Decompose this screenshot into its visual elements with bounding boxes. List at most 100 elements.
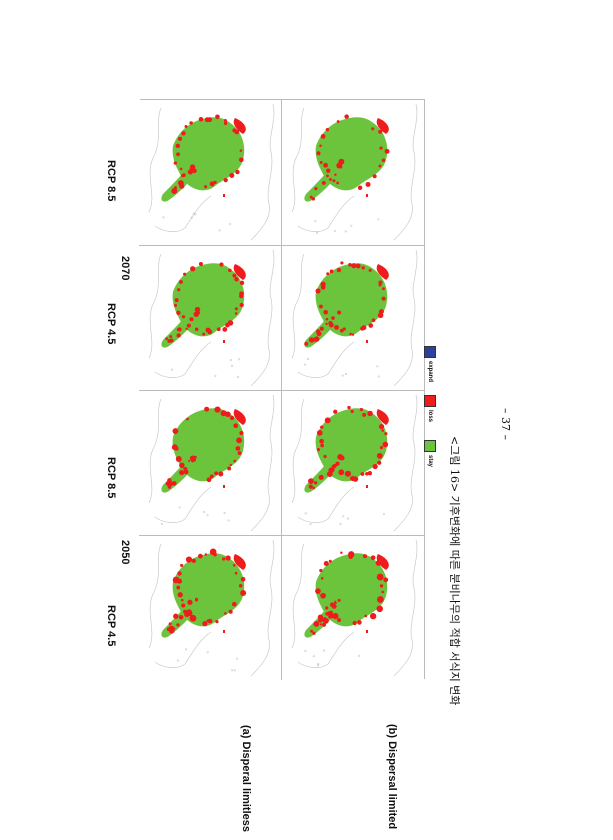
coastline [291,394,418,532]
loss-patch [381,296,386,301]
loss-patch [365,472,369,476]
loss-patch [376,409,389,425]
loss-patch [314,336,318,341]
loss-patch [177,571,182,576]
map-panel [282,245,424,390]
loss-patch [223,177,228,183]
loss-patch [234,276,239,282]
island-outline [377,218,380,221]
loss-patch [325,322,328,326]
loss-patch [312,631,316,635]
island-outline [303,363,307,366]
loss-patch [376,452,383,459]
loss-patch [229,415,235,421]
loss-patch [337,618,342,623]
loss-patch [382,287,385,291]
loss-patch [360,472,365,476]
loss-patch [219,262,224,267]
loss-patch [207,618,213,624]
loss-patch [176,310,181,315]
island-outline [236,376,239,379]
loss-patch [326,272,330,276]
coastline [148,103,275,241]
island-outline [312,655,315,658]
loss-patch [376,573,384,581]
loss-patch [366,340,368,343]
loss-patch [318,474,324,480]
loss-patch [320,134,326,139]
island-outline [231,669,234,672]
stay-swatch [424,440,436,452]
loss-patch [222,327,228,332]
loss-patch [179,167,183,171]
loss-patch [236,437,242,444]
year-label: 2070 [119,256,131,281]
loss-patch [325,606,329,610]
loss-patch [215,619,219,624]
loss-patch [315,588,321,594]
loss-patch [376,554,389,570]
loss-patch [204,185,208,189]
loss-patch [340,261,344,265]
island-outline [377,375,380,378]
loss-patch [223,121,228,126]
loss-patch [371,127,375,131]
loss-patch [181,173,185,178]
island-outline [339,522,342,525]
habitat-map-figure [139,99,425,680]
loss-patch [309,195,313,199]
loss-patch [187,169,193,175]
loss-patch [232,563,236,567]
legend-item-loss: loss [424,395,436,422]
island-outline [178,506,181,509]
loss-patch [181,131,186,136]
loss-patch [206,477,212,483]
loss-patch [221,557,226,561]
loss-patch [308,484,313,489]
loss-patch [376,605,384,613]
loss-patch [366,630,368,633]
loss-patch [360,326,365,331]
loss-patch [379,146,383,150]
loss-patch [336,267,342,273]
loss-patch [319,304,323,309]
loss-patch [326,170,329,173]
scenario-label: RCP 8.5 [105,457,117,499]
loss-patch [351,263,357,269]
loss-patch [336,181,340,185]
map-panel [282,535,424,680]
loss-patch [368,323,374,328]
loss-patch [234,571,238,575]
loss-patch [223,194,225,197]
loss-patch [357,620,362,625]
loss-patch [379,446,384,450]
loss-patch [173,627,176,630]
loss-patch [383,577,389,583]
loss-patch [177,592,183,598]
loss-patch [320,592,326,599]
loss-patch [317,614,324,620]
loss-patch [320,425,324,429]
island-outline [160,522,163,525]
loss-patch [179,470,185,476]
loss-patch [179,462,185,469]
loss-patch [231,601,237,607]
loss-patch [224,612,227,615]
loss-patch [370,555,376,561]
coastline [291,539,418,677]
loss-patch [350,409,354,414]
loss-patch [193,458,197,462]
loss-patch [344,114,349,119]
loss-patch [185,327,188,330]
loss-patch [329,602,335,608]
island-outline [347,517,350,520]
loss-patch [321,617,328,623]
island-outline [229,223,232,226]
year-label: 2050 [119,540,131,565]
loss-patch [239,430,244,436]
island-outline [206,651,209,654]
loss-patch [381,590,385,594]
loss-patch [340,551,343,554]
loss-patch [177,288,181,292]
